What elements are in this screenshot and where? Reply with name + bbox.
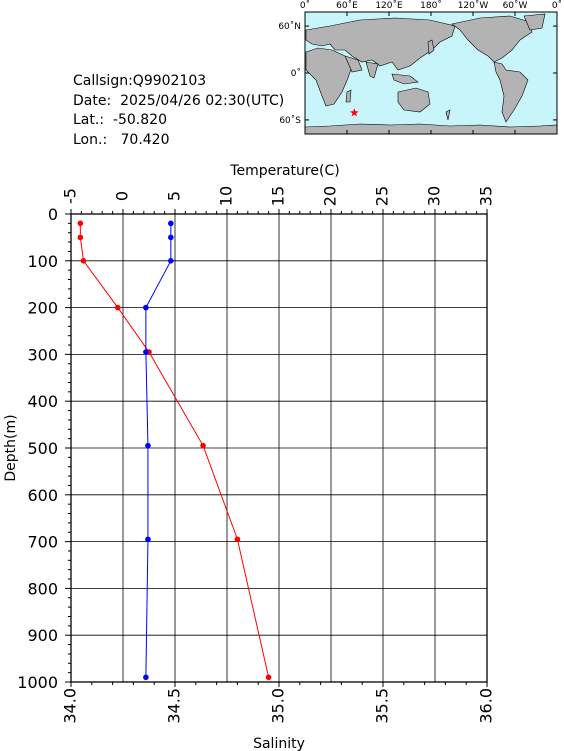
- depth-tick-label: 600: [27, 486, 58, 505]
- salinity-tick-label: 35.0: [269, 688, 288, 724]
- temperature-data-point: [80, 258, 87, 264]
- map-landmass: [344, 55, 363, 73]
- map-landmass: [305, 17, 456, 71]
- depth-tick-label: 0: [48, 205, 58, 224]
- temperature-profile-line: [79, 223, 270, 678]
- depth-tick-label: 1000: [17, 673, 58, 692]
- depth-tick-label: 200: [27, 299, 58, 318]
- temperature-tick-label: 35: [477, 186, 496, 206]
- temperature-tick-label: 15: [269, 186, 288, 206]
- salinity-data-point: [168, 234, 174, 241]
- salinity-tick-label: 35.5: [373, 688, 392, 724]
- depth-tick-label: 100: [27, 252, 58, 271]
- salinity-profile-line: [145, 223, 172, 678]
- map-landmass: [391, 73, 419, 85]
- longitude-text: Lon.: 70.420: [73, 131, 170, 148]
- salinity-data-point: [168, 258, 174, 264]
- salinity-data-point: [145, 442, 151, 449]
- map-lon-label: 60˚W: [503, 0, 528, 11]
- temperature-data-point: [234, 536, 241, 543]
- salinity-data-point: [168, 220, 174, 227]
- salinity-axis-label: Salinity: [253, 736, 305, 751]
- depth-axis-label: Depth(m): [3, 414, 19, 481]
- temperature-data-point: [200, 442, 206, 449]
- salinity-tick-label: 34.0: [61, 688, 80, 724]
- temperature-data-point: [115, 304, 121, 311]
- latitude-text: Lat.: -50.820: [73, 112, 167, 128]
- depth-tick-label: 400: [27, 392, 58, 411]
- temperature-tick-label: 25: [373, 186, 392, 206]
- depth-tick-label: 900: [27, 626, 58, 645]
- temperature-tick-label: 20: [321, 186, 340, 206]
- depth-tick-label: 700: [27, 533, 58, 552]
- salinity-data-point: [143, 674, 149, 681]
- temperature-tick-label: 30: [425, 186, 444, 206]
- map-landmass: [523, 13, 546, 31]
- temperature-data-point: [77, 234, 84, 241]
- temperature-tick-label: 5: [165, 191, 184, 201]
- map-landmass: [427, 39, 435, 55]
- map-lat-label: 60˚S: [279, 115, 301, 126]
- temperature-tick-label: 10: [217, 186, 236, 206]
- depth-tick-label: 800: [27, 579, 58, 598]
- temperature-data-point: [265, 674, 272, 681]
- map-landmass: [493, 61, 529, 123]
- map-landmass: [365, 61, 379, 79]
- salinity-data-point: [143, 304, 149, 311]
- map-landmass: [345, 89, 352, 103]
- date-text: Date: 2025/04/26 02:30(UTC): [73, 92, 285, 109]
- salinity-tick-label: 36.0: [477, 688, 496, 724]
- map-landmass: [445, 109, 451, 121]
- map-lon-label: 0˚: [300, 0, 310, 11]
- depth-tick-label: 300: [27, 345, 58, 364]
- map-lat-label: 60˚N: [278, 21, 301, 32]
- depth-tick-label: 500: [27, 439, 58, 458]
- map-lon-label: 60˚E: [336, 0, 358, 11]
- map-lon-label: 120˚E: [375, 0, 403, 11]
- temperature-axis-label: Temperature(C): [229, 163, 339, 179]
- location-map: 0˚ 60˚E 120˚E 180˚ 120˚W 60˚W 0˚ 60˚N 0˚ 60˚S: [278, 0, 562, 135]
- salinity-tick-label: 34.5: [165, 688, 184, 724]
- map-landmass: [305, 47, 353, 107]
- map-landmass: [451, 15, 533, 63]
- map-landmass: [397, 87, 431, 113]
- map-lon-label: 0˚: [552, 0, 562, 11]
- map-lat-label: 0˚: [291, 68, 301, 79]
- temperature-tick-label: -5: [61, 188, 80, 204]
- salinity-data-point: [143, 349, 149, 355]
- map-lon-label: 120˚W: [458, 0, 489, 11]
- temperature-tick-label: 0: [113, 191, 132, 201]
- temperature-data-point: [77, 220, 84, 227]
- float-info: Callsign:Q9902103 Date: 2025/04/26 02:30…: [73, 72, 284, 150]
- salinity-data-point: [145, 536, 151, 543]
- location-star-marker: [350, 108, 359, 117]
- callsign-text: Callsign:Q9902103: [73, 73, 207, 89]
- map-lon-label: 180˚: [420, 0, 442, 11]
